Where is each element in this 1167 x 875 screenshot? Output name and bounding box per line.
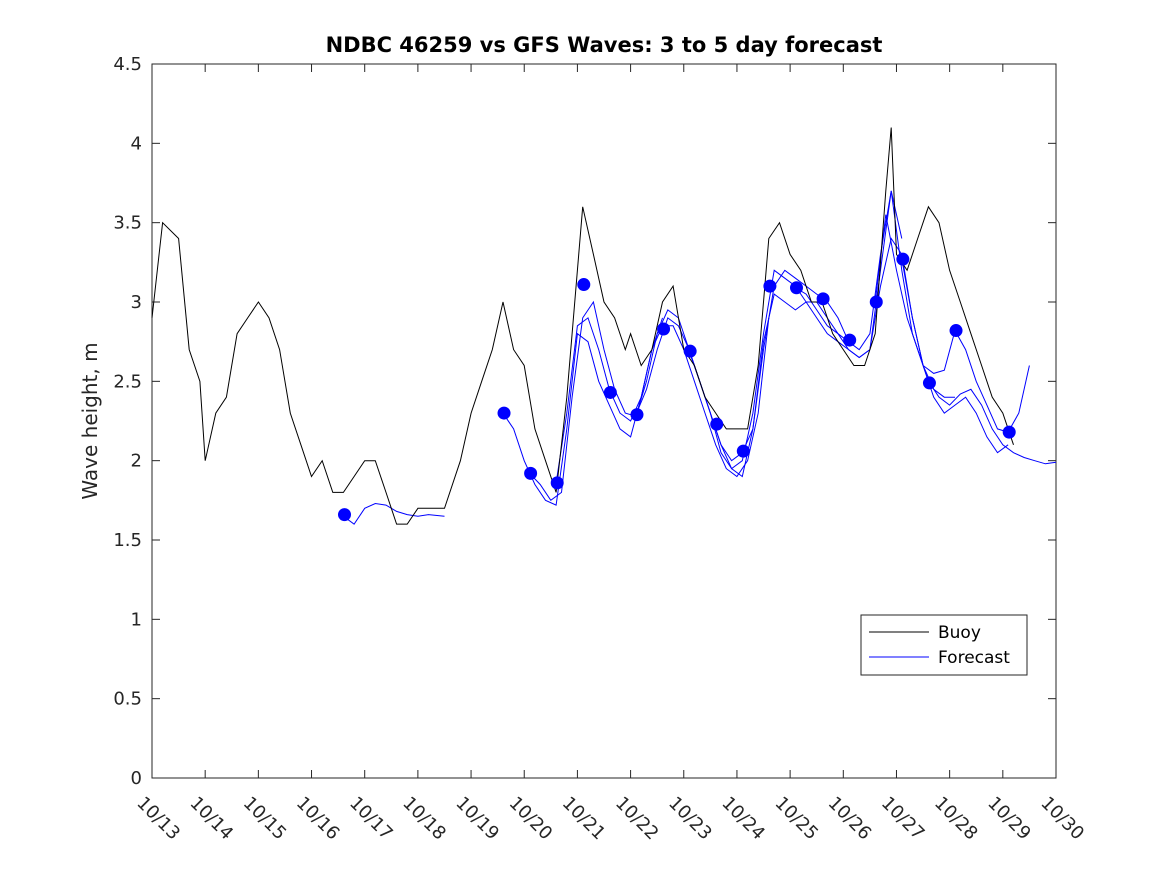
chart-title: NDBC 46259 vs GFS Waves: 3 to 5 day fore…: [326, 33, 883, 57]
y-tick-label: 3.5: [113, 213, 142, 234]
forecast-markers: [337, 252, 1016, 522]
y-tick-label: 2: [131, 451, 142, 472]
y-tick-label: 4: [131, 133, 142, 154]
y-tick-label: 1.5: [113, 530, 142, 551]
y-tick-label: 2.5: [113, 371, 142, 392]
forecast-marker: [683, 344, 697, 358]
forecast-marker: [816, 292, 830, 306]
forecast-marker: [922, 376, 936, 390]
forecast-line: [635, 269, 850, 478]
legend: Buoy Forecast: [860, 614, 1028, 676]
forecast-marker: [603, 385, 617, 399]
legend-box: [860, 614, 1028, 676]
forecast-marker: [869, 295, 883, 309]
forecast-marker: [577, 278, 591, 292]
y-tick-label: 4.5: [113, 54, 142, 75]
y-tick-label: 0: [131, 768, 142, 789]
forecast-marker: [630, 408, 644, 422]
y-axis-label: Wave height, m: [78, 342, 102, 499]
forecast-marker: [550, 476, 564, 490]
y-tick-label: 3: [131, 292, 142, 313]
forecast-marker: [657, 322, 671, 336]
forecast-marker: [949, 324, 963, 338]
forecast-marker: [497, 406, 511, 420]
forecast-line: [874, 214, 1057, 465]
forecast-marker: [843, 333, 857, 347]
legend-buoy-label: Buoy: [938, 623, 981, 643]
forecast-marker: [896, 252, 910, 266]
forecast-marker: [337, 508, 351, 522]
forecast-marker: [710, 417, 724, 431]
y-tick-label: 1: [131, 609, 142, 630]
y-axis: 0 0.5 1 1.5 2 2.5 3 3.5 4 4.5: [113, 54, 1056, 789]
legend-forecast-label: Forecast: [938, 648, 1010, 668]
buoy-line: [151, 127, 1014, 525]
forecast-marker: [524, 466, 538, 480]
forecast-marker: [763, 279, 777, 293]
y-tick-label: 0.5: [113, 689, 142, 710]
forecast-marker: [1002, 425, 1016, 439]
forecast-marker: [789, 281, 803, 295]
forecast-marker: [736, 444, 750, 458]
